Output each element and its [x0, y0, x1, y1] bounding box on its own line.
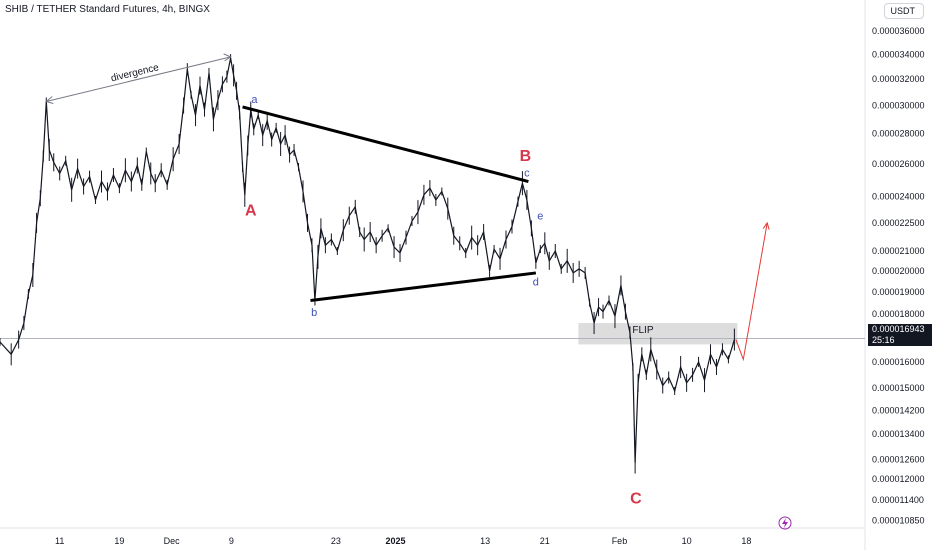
y-tick-label: 0.000010850 [872, 515, 925, 525]
projection-path [735, 222, 768, 362]
y-tick-label: 0.000019000 [872, 287, 925, 297]
y-tick-label: 0.000036000 [872, 26, 925, 36]
y-tick-label: 0.000022500 [872, 218, 925, 228]
x-tick-label: Dec [164, 536, 181, 546]
y-tick-label: 0.000016000 [872, 357, 925, 367]
triangle-lower-line [310, 271, 537, 302]
wave-label-d: d [533, 276, 539, 288]
triangle-upper-line [242, 105, 529, 183]
divergence-arrow [46, 56, 231, 102]
y-tick-label: 0.000021000 [872, 246, 925, 256]
x-tick-label: 23 [331, 536, 341, 546]
x-tick-label: 21 [540, 536, 550, 546]
y-tick-label: 0.000015000 [872, 383, 925, 393]
chart-title: SHIB / TETHER Standard Futures, 4h, BING… [5, 4, 210, 15]
currency-selector[interactable]: USDT [883, 3, 924, 19]
y-tick-label: 0.000011400 [872, 495, 924, 505]
last-price-value: 0.000016943 [872, 324, 925, 334]
x-tick-label: 9 [229, 536, 234, 546]
projection-arrowhead [762, 221, 770, 230]
price-line [0, 57, 735, 463]
y-tick-label: 0.000032000 [872, 74, 925, 84]
y-tick-label: 0.000024000 [872, 192, 925, 202]
y-tick-label: 0.000013400 [872, 429, 925, 439]
last-price-countdown: 25:16 [872, 335, 895, 345]
flip-label: FLIP [632, 325, 653, 336]
y-tick-label: 0.000012600 [872, 454, 925, 464]
x-tick-label: 11 [55, 536, 64, 546]
y-tick-label: 0.000020000 [872, 266, 925, 276]
y-tick-label: 0.000026000 [872, 159, 925, 169]
y-tick-label: 0.000018000 [872, 309, 925, 319]
lightning-icon [778, 516, 792, 530]
wave-label-a: a [251, 94, 258, 106]
x-tick-label: 18 [741, 536, 751, 546]
y-tick-label: 0.000012000 [872, 474, 925, 484]
wave-label-b: b [311, 307, 317, 319]
wave-label-A: A [245, 203, 257, 220]
y-tick-label: 0.000028000 [872, 129, 925, 139]
y-tick-label: 0.000014200 [872, 406, 925, 416]
y-tick-label: 0.000034000 [872, 49, 925, 59]
wave-label-e: e [537, 210, 543, 222]
x-tick-label: 2025 [386, 536, 406, 546]
last-price-tag: 0.000016943 25:16 [868, 324, 932, 346]
x-tick-label: 13 [480, 536, 490, 546]
divergence-label: divergence [110, 62, 161, 84]
divergence-arrowhead-right [223, 53, 232, 62]
x-tick-label: Feb [612, 536, 628, 546]
flip-zone [578, 323, 738, 345]
x-tick-label: 19 [114, 536, 124, 546]
divergence-arrowhead-left [45, 96, 54, 104]
wave-label-c: c [524, 168, 530, 180]
wave-label-C: C [630, 491, 642, 508]
x-tick-label: 10 [682, 536, 692, 546]
wave-label-B: B [520, 148, 532, 165]
lightning-icon-bolt [782, 518, 788, 528]
y-tick-label: 0.000030000 [872, 101, 925, 111]
